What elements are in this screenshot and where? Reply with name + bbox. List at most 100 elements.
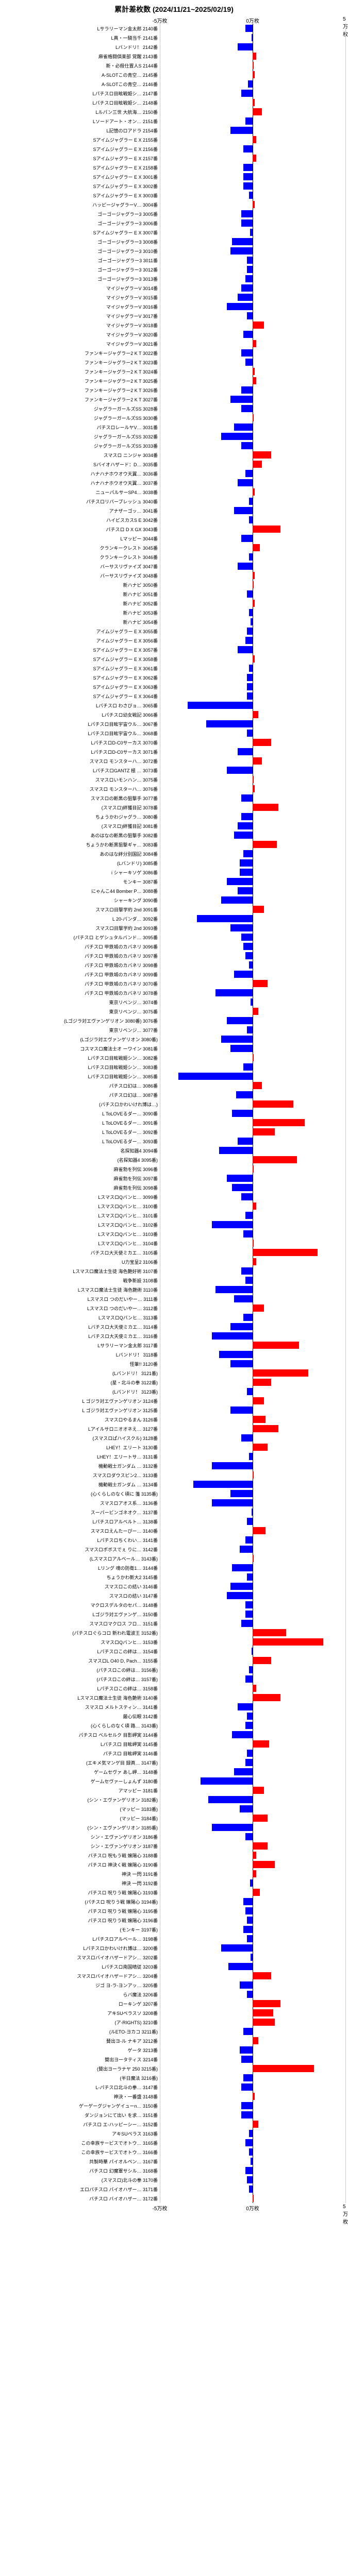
bar-area (160, 2184, 348, 2194)
bar-area (160, 1656, 348, 1665)
data-row: L ゴジラ対エヴァンゲリオン 3125番 (0, 1405, 348, 1415)
bar (243, 1230, 253, 1238)
bar (245, 25, 253, 32)
gridline (345, 1814, 346, 1823)
row-label: Lサラリーマン金太郎 2140番 (0, 25, 160, 32)
gridline (345, 2157, 346, 2166)
bar-area (160, 1674, 348, 1684)
row-label: スマスロの断黒の狙撃手 3077番 (0, 795, 160, 802)
row-label: A-SLOTこの青空… 2145番 (0, 72, 160, 78)
row-label: エロパチスロ バイオハザー… 3171番 (0, 2186, 160, 2193)
bar-area (160, 116, 348, 126)
bar (230, 1583, 253, 1590)
bar (230, 1323, 253, 1330)
gridline (345, 2064, 346, 2073)
gridline (345, 1990, 346, 1999)
row-label: パチスロ 甲鉄城のカバネリ 3097番 (0, 953, 160, 959)
row-label: 麻雀勃を列伝 3096番 (0, 1166, 160, 1173)
data-row: Lパチスロ目眩戦姫シン… 3083番 (0, 1062, 348, 1072)
row-label: (パチスロかわいけれ博は…) (0, 1101, 160, 1108)
bar (238, 646, 253, 653)
bar (253, 739, 271, 746)
bar-area (160, 840, 348, 849)
bar (227, 878, 253, 885)
data-row: Sアイムジャグラー E X 3003番 (0, 191, 348, 200)
gridline (345, 617, 346, 626)
data-row: Lパチスロ南国晴従 3203番 (0, 1962, 348, 1971)
data-row: i シャーキソゲ 3086番 (0, 868, 348, 877)
gridline (345, 1971, 346, 1980)
data-row: 麻雀勃を列伝 3097番 (0, 1174, 348, 1183)
top-axis: -5万枚0万枚5万枚 (0, 16, 348, 24)
bar-area (160, 89, 348, 98)
gridline (345, 1758, 346, 1767)
gridline (345, 1656, 346, 1665)
bar-area (160, 2120, 348, 2129)
data-row: あのはなの断黒の狙撃手 3082番 (0, 831, 348, 840)
row-label: スマスロこの結い 3146番 (0, 1583, 160, 1590)
row-label: L ゴジラ対エヴァンゲリオン 3124番 (0, 1398, 160, 1404)
row-label: (Lバンドリ！ 3121番) (0, 1370, 160, 1377)
row-label: ゴーゴージャグラー3 3010番 (0, 248, 160, 255)
data-row: Lスマスロ つのだいやー… 3112番 (0, 1303, 348, 1313)
bar-area (160, 1192, 348, 1201)
bar-area (160, 246, 348, 256)
bar (253, 1156, 297, 1163)
gridline (345, 1127, 346, 1137)
bar (245, 1611, 253, 1618)
gridline (345, 395, 346, 404)
gridline (345, 2175, 346, 2184)
data-row: ニューパルサーSP4… 3038番 (0, 487, 348, 497)
gridline (345, 766, 346, 775)
data-row: LスマスロQバンヒ… 3101番 (0, 1211, 348, 1220)
bar-area (160, 1878, 348, 1888)
bar (234, 1768, 253, 1775)
data-row: 怪筆!! 3120番 (0, 1359, 348, 1368)
data-row: スマスロの結い 3147番 (0, 1591, 348, 1600)
row-label: 神決 一閃 3192番 (0, 1880, 160, 1887)
gridline (345, 1888, 346, 1897)
bar (253, 2093, 255, 2100)
bar (253, 572, 255, 579)
row-label: バーサスリヴァイズ 3047番 (0, 563, 160, 570)
bar (241, 535, 253, 542)
bar-area (160, 24, 348, 33)
data-row: 新ハナビ 3053番 (0, 608, 348, 617)
row-label: にゃんこ44 Bomber P… 3088番 (0, 888, 160, 894)
data-row: (マッピー 3184番) (0, 1814, 348, 1823)
bar (245, 470, 253, 477)
gridline (345, 2166, 346, 2175)
data-row: (ア-RIGHTS) 3210番 (0, 2018, 348, 2027)
row-label: Sアイムジャグラー E X 3003番 (0, 192, 160, 199)
row-label: ゲームセヴァーしょんず 3180番 (0, 1778, 160, 1785)
bar (253, 1202, 256, 1210)
bar-area (160, 728, 348, 738)
bar-area (160, 1572, 348, 1582)
bar-area (160, 2018, 348, 2027)
gridline (345, 1582, 346, 1591)
bar-area (160, 237, 348, 246)
bar-area (160, 1628, 348, 1637)
bar (250, 229, 253, 236)
bar (247, 1518, 253, 1525)
gridline (345, 1424, 346, 1433)
bar (238, 887, 253, 894)
bar (252, 1648, 253, 1655)
data-row: スマスロL O40 D, Pach… 3155番 (0, 1656, 348, 1665)
bar-area (160, 1424, 348, 1433)
gridline (345, 2008, 346, 2018)
bar (241, 210, 253, 217)
gridline (345, 1211, 346, 1220)
gridline (345, 1545, 346, 1554)
bar (253, 1694, 280, 1701)
data-row: Lパチスロ目眩戦姫シン… 3085番 (0, 1072, 348, 1081)
row-label: Lバンドリ！ 2142番 (0, 44, 160, 50)
bar (241, 219, 253, 227)
row-label: ファンキージャグラー2 K T 3025番 (0, 378, 160, 384)
bar (245, 1907, 253, 1914)
bar-area (160, 1684, 348, 1693)
data-row: (Lバンドリ！ 3121番) (0, 1368, 348, 1378)
bar (247, 1750, 253, 1757)
row-label: バチスロ バイオハザー… 3172番 (0, 2195, 160, 2202)
gridline (345, 562, 346, 571)
